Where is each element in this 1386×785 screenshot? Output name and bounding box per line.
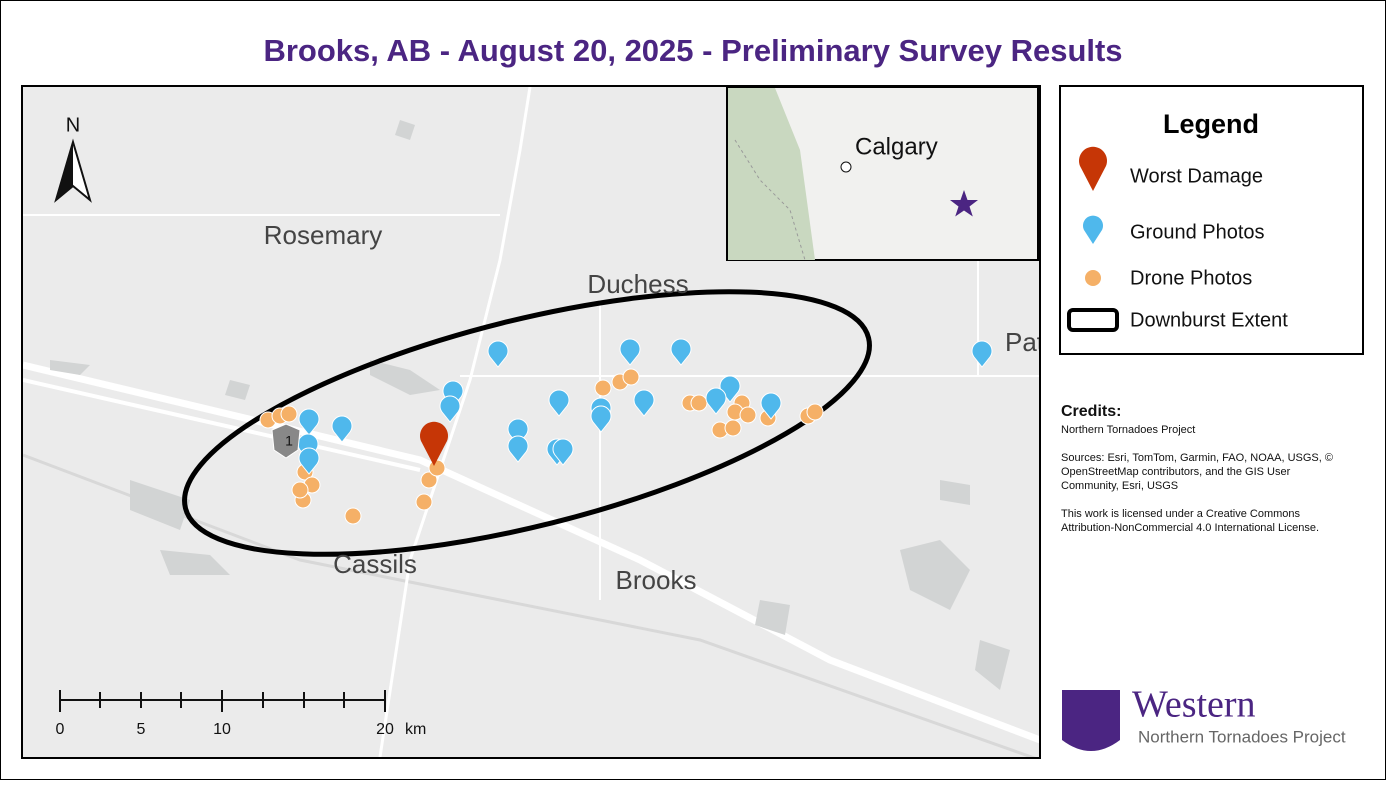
drone-photo xyxy=(622,368,640,386)
credits-line: Northern Tornadoes Project xyxy=(1061,424,1195,436)
lakes xyxy=(50,120,1010,690)
legend-swatch xyxy=(1067,308,1119,332)
place-label: Duchess xyxy=(587,269,688,299)
drone-photo xyxy=(420,471,438,489)
place-label: Pat xyxy=(1005,327,1045,357)
scale-unit: km xyxy=(405,721,426,738)
inset-star xyxy=(950,190,978,217)
ground-photo xyxy=(705,387,727,415)
north-arrow-half xyxy=(56,142,73,200)
drone-photo xyxy=(280,405,298,423)
drone-photo xyxy=(428,459,446,477)
inset-mountains xyxy=(728,88,815,260)
drone-photo xyxy=(344,507,362,525)
inset-label: Calgary xyxy=(855,133,938,160)
ground-photo xyxy=(619,338,641,366)
legend-item: Ground Photos xyxy=(1130,221,1265,243)
place-label: Cassils xyxy=(333,549,417,579)
legend-item: Drone Photos xyxy=(1130,267,1252,289)
scale-label: 20 xyxy=(376,721,394,738)
credits-line: This work is licensed under a Creative C… xyxy=(1061,508,1301,520)
legend-item: Downburst Extent xyxy=(1130,309,1288,331)
ground-photo xyxy=(760,392,782,420)
credits-line: Community, Esri, USGS xyxy=(1061,480,1178,492)
map-border xyxy=(21,85,1041,759)
ground-photo xyxy=(298,408,320,436)
drone-photo xyxy=(415,493,433,511)
scale-label: 0 xyxy=(56,721,65,738)
legend-swatch xyxy=(1079,146,1107,191)
downburst-extent xyxy=(182,289,872,557)
drone-photo xyxy=(739,406,757,424)
ground-photo xyxy=(487,340,509,368)
worst-damage xyxy=(420,421,449,466)
credits-line: OpenStreetMap contributors, and the GIS … xyxy=(1061,466,1291,478)
logo-name: Western xyxy=(1132,684,1256,726)
place-label: Rosemary xyxy=(264,220,382,250)
legend-title: Legend xyxy=(1163,109,1259,139)
shield-label: 1 xyxy=(285,433,293,449)
legend-swatch xyxy=(1085,270,1101,286)
drone-photo xyxy=(291,481,309,499)
ground-photo xyxy=(971,340,993,368)
credits-heading: Credits: xyxy=(1061,403,1121,420)
scale-label: 10 xyxy=(213,721,231,738)
place-label: Brooks xyxy=(616,565,697,595)
drone-photo xyxy=(724,419,742,437)
ground-photo xyxy=(633,389,655,417)
north-label: N xyxy=(66,114,80,136)
title: Brooks, AB - August 20, 2025 - Prelimina… xyxy=(263,33,1122,68)
scale-label: 5 xyxy=(137,721,146,738)
map: 1 Rosemary Duchess Cassils Brooks Pat N … xyxy=(23,87,1045,757)
markers xyxy=(259,338,993,525)
credits-line: Attribution-NonCommercial 4.0 Internatio… xyxy=(1061,522,1319,534)
ground-photo xyxy=(590,405,612,433)
credits-line: Sources: Esri, TomTom, Garmin, FAO, NOAA… xyxy=(1061,452,1333,464)
ground-photo xyxy=(439,395,461,423)
ground-photo xyxy=(548,389,570,417)
inset-border xyxy=(734,139,806,261)
ground-photo xyxy=(670,338,692,366)
drone-photo xyxy=(806,403,824,421)
highway-shield xyxy=(271,423,301,459)
ground-photo xyxy=(552,438,574,466)
legend-swatch xyxy=(1083,215,1104,244)
legend-item: Worst Damage xyxy=(1130,165,1263,187)
logo-subtitle: Northern Tornadoes Project xyxy=(1138,727,1346,746)
scale-bar xyxy=(59,690,386,712)
credits: Northern Tornadoes Project Sources: Esri,… xyxy=(1061,424,1333,534)
ground-photo xyxy=(331,415,353,443)
roads xyxy=(23,87,1039,757)
ground-photo xyxy=(298,447,320,475)
logo-crest xyxy=(1062,690,1120,751)
drone-photo xyxy=(594,379,612,397)
drone-photo xyxy=(690,394,708,412)
ground-photo xyxy=(507,435,529,463)
inset-city xyxy=(840,161,852,173)
